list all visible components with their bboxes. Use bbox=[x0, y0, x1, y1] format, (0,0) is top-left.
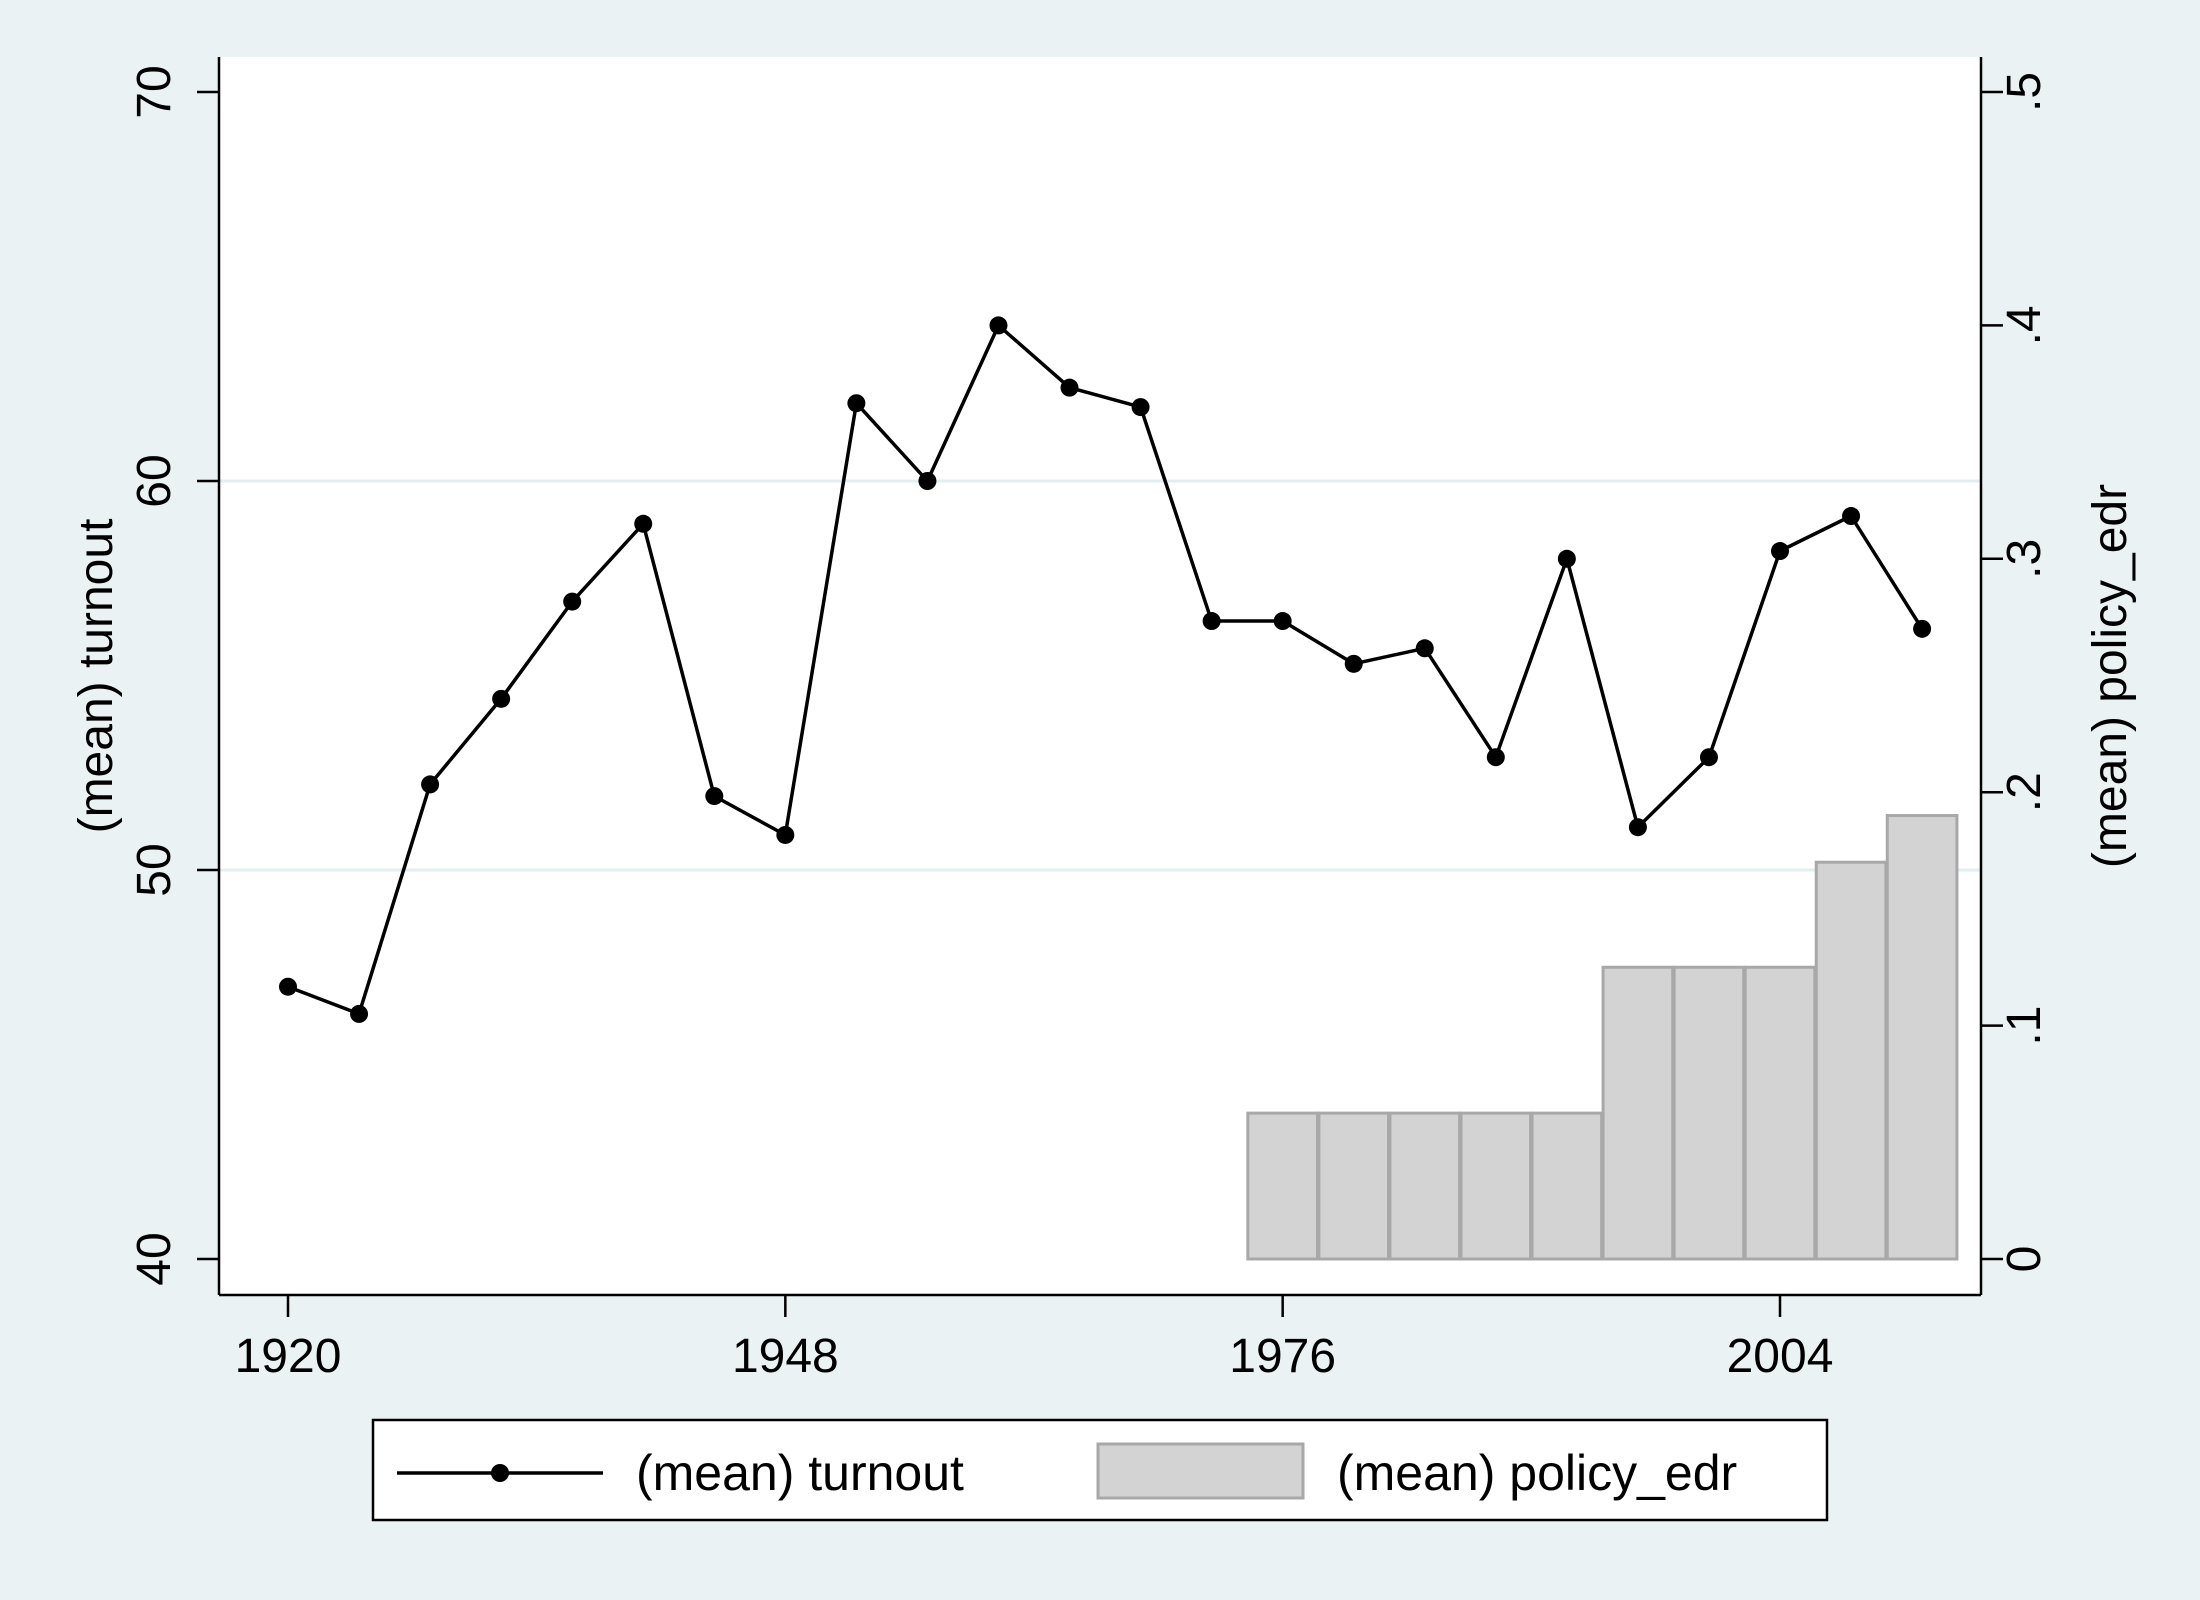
x-tick-label: 1920 bbox=[235, 1330, 342, 1383]
turnout-point-1920 bbox=[279, 977, 297, 996]
legend-label-policy-edr: (mean) policy_edr bbox=[1337, 1445, 1737, 1501]
y-right-tick-label: .3 bbox=[1998, 539, 2051, 579]
turnout-point-1956 bbox=[918, 472, 937, 490]
turnout-point-1964 bbox=[1060, 378, 1079, 397]
turnout-line bbox=[287, 323, 1924, 1016]
turnout-point-1980 bbox=[1344, 654, 1363, 673]
y-left-axis-title: (mean) turnout bbox=[70, 519, 123, 834]
policy-edr-bar-1976 bbox=[1246, 1111, 1319, 1261]
legend-bar-swatch bbox=[1096, 1442, 1305, 1500]
turnout-point-1984 bbox=[1415, 639, 1434, 658]
turnout-point-2008 bbox=[1842, 507, 1861, 526]
turnout-point-1960 bbox=[989, 316, 1008, 335]
x-tick-label: 2004 bbox=[1727, 1330, 1834, 1383]
policy-edr-bar-1992 bbox=[1530, 1111, 1604, 1261]
y-left-tick-label: 40 bbox=[128, 1232, 181, 1285]
y-left-tick-label: 70 bbox=[128, 65, 181, 118]
legend-label-turnout: (mean) turnout bbox=[636, 1445, 964, 1501]
y-right-tick-label: .4 bbox=[1998, 305, 2051, 345]
turnout-point-2004 bbox=[1771, 542, 1789, 561]
turnout-point-2012 bbox=[1913, 619, 1932, 638]
policy-edr-bar-2008 bbox=[1814, 860, 1888, 1261]
policy-edr-bar-2012 bbox=[1885, 814, 1959, 1261]
policy-edr-bar-1988 bbox=[1459, 1111, 1533, 1261]
turnout-point-1968 bbox=[1131, 398, 1150, 417]
turnout-point-1932 bbox=[492, 689, 511, 708]
x-tick-label: 1976 bbox=[1229, 1330, 1336, 1383]
turnout-point-1976 bbox=[1273, 612, 1292, 631]
turnout-point-1948 bbox=[776, 825, 795, 844]
turnout-point-1996 bbox=[1628, 818, 1647, 837]
y-left-tick-label: 60 bbox=[128, 454, 181, 507]
policy-edr-bar-2004 bbox=[1743, 965, 1817, 1261]
turnout-point-1928 bbox=[421, 775, 440, 794]
turnout-point-1992 bbox=[1557, 549, 1576, 568]
turnout-line-series bbox=[279, 316, 1932, 1023]
y-right-tick-label: .1 bbox=[1998, 1006, 2051, 1046]
y-right-tick-label: 0 bbox=[1998, 1246, 2051, 1273]
turnout-point-1988 bbox=[1486, 748, 1505, 767]
turnout-point-1944 bbox=[705, 787, 724, 806]
x-tick-label: 1948 bbox=[732, 1330, 839, 1383]
y-right-tick-label: .5 bbox=[1998, 72, 2051, 112]
axes: 40 50 60 70 0 .1 .2 .3 .4 .5 1920 1948 1976 2004 (mean… bbox=[70, 57, 2137, 1383]
turnout-point-2000 bbox=[1699, 748, 1718, 767]
policy-edr-bars bbox=[1246, 814, 1959, 1261]
policy-edr-bar-1984 bbox=[1388, 1111, 1462, 1261]
turnout-point-1972 bbox=[1202, 612, 1221, 631]
y-left-tick-label: 50 bbox=[128, 843, 181, 896]
policy-edr-bar-2000 bbox=[1672, 965, 1746, 1261]
turnout-point-1924 bbox=[350, 1004, 369, 1023]
policy-edr-bar-1980 bbox=[1317, 1111, 1391, 1261]
turnout-point-1936 bbox=[563, 592, 582, 611]
legend: (mean) turnout (mean) policy_edr bbox=[371, 1418, 1829, 1522]
y-right-axis-title: (mean) policy_edr bbox=[2084, 484, 2137, 868]
y-right-tick-label: .2 bbox=[1998, 772, 2051, 812]
turnout-point-1940 bbox=[634, 514, 653, 533]
policy-edr-bar-1996 bbox=[1601, 965, 1675, 1261]
legend-line-marker bbox=[491, 1464, 509, 1482]
turnout-point-1952 bbox=[847, 394, 866, 413]
grid-lines bbox=[219, 479, 1981, 872]
